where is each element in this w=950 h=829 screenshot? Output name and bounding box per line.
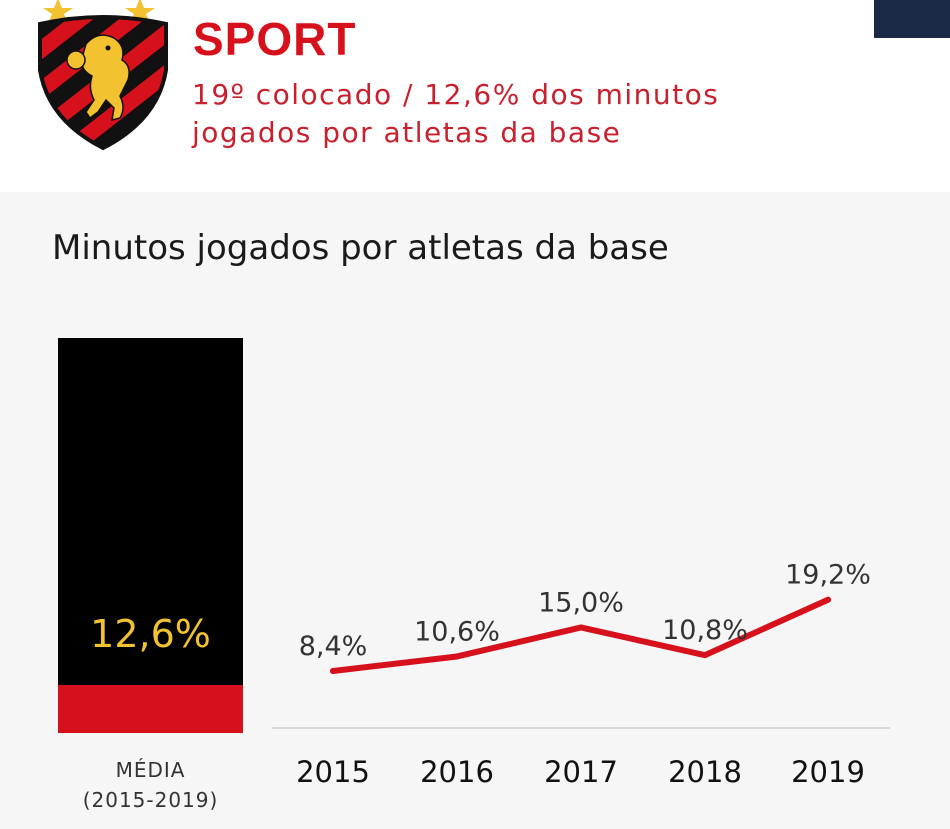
- x-tick-label: 2015: [296, 755, 370, 789]
- team-name: SPORT: [193, 13, 357, 65]
- x-tick-label: 2016: [420, 755, 494, 789]
- data-label: 10,6%: [414, 616, 500, 647]
- data-label: 19,2%: [785, 560, 871, 591]
- corner-block: [874, 0, 950, 38]
- x-tick-label: 2017: [544, 755, 618, 789]
- data-label: 15,0%: [538, 587, 624, 618]
- chart-title: Minutos jogados por atletas da base: [52, 228, 669, 268]
- x-tick-label: 2019: [791, 755, 865, 789]
- average-label-line2: (2015-2019): [82, 788, 219, 812]
- x-tick-label: 2018: [668, 755, 742, 789]
- average-label-line1: MÉDIA: [115, 758, 186, 782]
- average-bar: [58, 338, 243, 685]
- header-subtitle: 19º colocado / 12,6% dos minutos jogados…: [192, 78, 720, 149]
- header: SPORT 19º colocado / 12,6% dos minutos j…: [0, 0, 950, 192]
- data-label: 8,4%: [299, 631, 368, 662]
- average-label: MÉDIA (2015-2019): [48, 755, 253, 815]
- data-point: [330, 668, 336, 674]
- data-point: [578, 624, 584, 631]
- average-value: 12,6%: [90, 612, 211, 656]
- club-crest-icon: [38, 0, 168, 151]
- data-label: 10,8%: [662, 615, 748, 646]
- data-point: [702, 652, 708, 659]
- data-point: [454, 653, 460, 660]
- average-bar-accent: [58, 685, 243, 733]
- data-point: [825, 596, 831, 603]
